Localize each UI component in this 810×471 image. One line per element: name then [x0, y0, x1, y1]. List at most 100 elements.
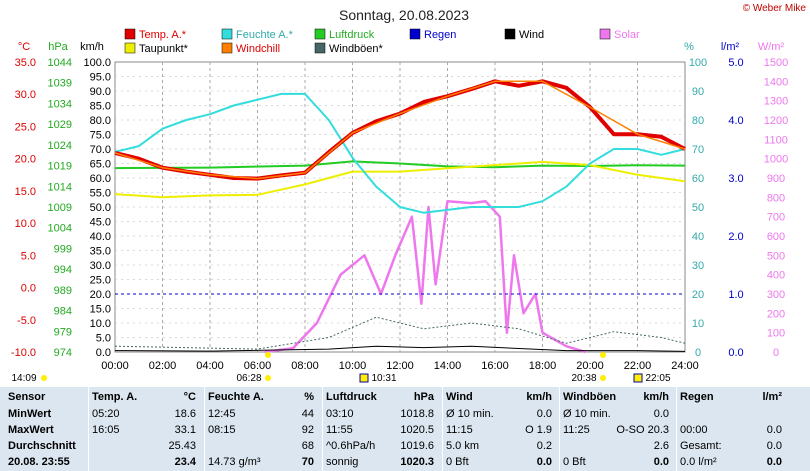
kmh-tick: 25.0 — [90, 275, 111, 287]
legend-label: Windchill — [236, 43, 280, 55]
table-cell-value: 1020.3 — [400, 456, 434, 468]
table-cell-sub: 08:15 — [208, 424, 236, 436]
x-tick: 00:00 — [101, 360, 129, 372]
table-cell-sub: ^0.6hPa/h — [326, 440, 376, 452]
solar-tick: 1500 — [764, 57, 788, 69]
table-cell-value: 0.0 — [766, 440, 782, 452]
table-cell-value: 1018.8 — [400, 408, 434, 420]
temp-tick: -5.0 — [17, 315, 36, 327]
hpa-tick: 999 — [54, 243, 72, 255]
table-divider — [442, 387, 443, 471]
pct-tick: 70 — [692, 144, 704, 156]
kmh-tick: 85.0 — [90, 101, 111, 113]
table-header: Windböen — [563, 391, 617, 403]
table-header: Regen — [680, 391, 714, 403]
axis-units: °C hPa km/h% l/m² W/m² — [18, 41, 785, 53]
legend-swatch — [599, 28, 611, 40]
table-divider — [559, 387, 560, 471]
table-row-label: MaxWert — [8, 424, 54, 436]
table-cell-value: O-SO 20.3 — [616, 424, 669, 436]
temp-tick: 30.0 — [15, 89, 36, 101]
solar-tick: 1000 — [764, 154, 788, 166]
sun-icon — [41, 375, 47, 381]
x-tick: 24:00 — [671, 360, 699, 372]
marker-solar-noon: 10:31 — [371, 373, 396, 384]
table-divider — [88, 387, 89, 471]
hpa-tick: 1044 — [48, 57, 72, 69]
rain-tick: 0.0 — [728, 347, 743, 359]
kmh-tick: 80.0 — [90, 115, 111, 127]
table-cell-sub: 0 Bft — [563, 456, 586, 468]
pct-tick: 100 — [689, 57, 707, 69]
x-tick: 22:00 — [624, 360, 652, 372]
legend-label: Wind — [519, 29, 544, 41]
table-cell-sub: sonnig — [326, 456, 359, 468]
table-cell-value: 33.1 — [174, 424, 196, 436]
hpa-tick: 989 — [54, 285, 72, 297]
pct-tick: 90 — [692, 86, 704, 98]
kmh-tick: 30.0 — [90, 260, 111, 272]
stats-table: Sensor Temp. A. °C Feuchte A.% Luftdruck hPa W… — [0, 387, 810, 471]
x-tick: 08:00 — [291, 360, 319, 372]
kmh-tick: 70.0 — [90, 144, 111, 156]
kmh-unit-label: km/h — [80, 41, 104, 53]
solar-tick: 600 — [767, 231, 785, 243]
pct-tick: 0 — [695, 347, 701, 359]
pct-tick: 40 — [692, 231, 704, 243]
pct-tick: 80 — [692, 115, 704, 127]
table-cell-value: 18.6 — [174, 408, 196, 420]
hpa-tick: 1004 — [48, 223, 72, 235]
temp-tick: -10.0 — [11, 347, 36, 359]
table-cell-value: 0.0 — [653, 408, 669, 420]
hpa-unit-label: hPa — [48, 41, 68, 53]
series-line-luftdruck — [114, 160, 686, 170]
hpa-tick: 1034 — [48, 98, 72, 110]
kmh-tick: 15.0 — [90, 304, 111, 316]
temp-tick: 15.0 — [15, 186, 36, 198]
solar-tick: 700 — [767, 212, 785, 224]
table-cell-sub: 05:20 — [92, 408, 120, 420]
table-row-label: Durchschnitt — [8, 440, 76, 452]
x-tick: 10:00 — [339, 360, 367, 372]
temp-tick: 0.0 — [21, 283, 36, 295]
solar-unit-label: W/m² — [758, 41, 785, 53]
series-line-feuchte-a — [114, 92, 686, 214]
legend-swatch — [409, 28, 421, 40]
table-cell-value: O 1.9 — [525, 424, 552, 436]
marker-left-time: 14:09 — [11, 373, 36, 384]
noon-icon — [359, 373, 369, 383]
marker-sunrise: 06:28 — [236, 373, 261, 384]
solar-tick: 1100 — [764, 134, 788, 146]
x-tick: 14:00 — [434, 360, 462, 372]
series-line-taupunkt — [114, 160, 686, 199]
hpa-tick: 979 — [54, 326, 72, 338]
table-unit: °C — [183, 391, 196, 403]
marker-moonrise: 22:05 — [645, 373, 670, 384]
kmh-tick: 0.0 — [96, 347, 111, 359]
solar-tick: 1200 — [764, 115, 788, 127]
weather-chart: Sonntag, 20.08.2023 Temp. A.* Feuchte A.*… — [11, 7, 788, 384]
table-unit: km/h — [643, 391, 669, 403]
table-cell-value: 0.0 — [766, 456, 782, 468]
table-cell-sub: 14.73 g/m³ — [208, 456, 261, 468]
table-cell-value: 0.2 — [536, 440, 552, 452]
solar-tick: 900 — [767, 173, 785, 185]
table-divider — [676, 387, 677, 471]
legend: Temp. A.* Feuchte A.* Luftdruck Regen Wind So… — [124, 28, 640, 55]
x-tick: 02:00 — [149, 360, 177, 372]
x-tick: 04:00 — [196, 360, 224, 372]
table-unit: l/m² — [762, 391, 782, 403]
rain-tick: 5.0 — [728, 57, 743, 69]
table-cell-sub: Ø 10 min. — [563, 408, 611, 420]
pct-tick: 10 — [692, 318, 704, 330]
table-header: Sensor — [8, 391, 46, 403]
table-divider — [204, 387, 205, 471]
copyright: © Weber Mike — [742, 3, 806, 14]
solar-tick: 800 — [767, 192, 785, 204]
kmh-tick: 95.0 — [90, 72, 111, 84]
moon-icon — [633, 373, 643, 383]
table-cell-sub: 16:05 — [92, 424, 120, 436]
legend-label: Windböen* — [329, 43, 384, 55]
solar-tick: 500 — [767, 250, 785, 262]
rain-tick: 2.0 — [728, 231, 743, 243]
